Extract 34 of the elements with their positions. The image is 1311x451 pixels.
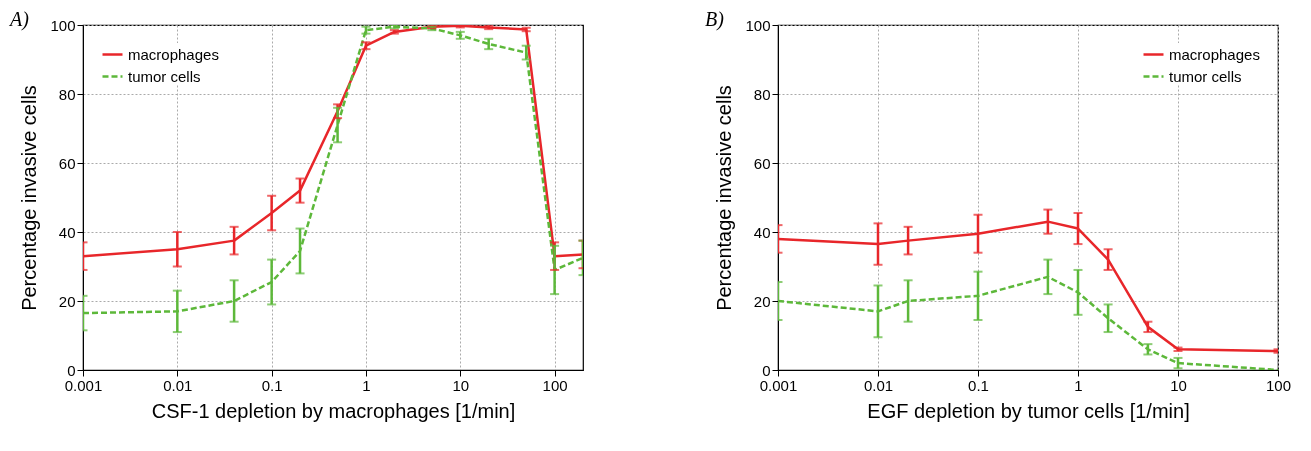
x-axis-title: EGF depletion by tumor cells [1/min] [867,399,1190,422]
y-axis-title: Percentage invasive cells [18,85,41,311]
x-tick-label: 10 [1170,376,1187,394]
x-tick-label: 1 [362,376,371,394]
x-tick-label: 0.01 [163,376,193,394]
x-tick-label: 0.1 [261,376,283,394]
x-tick-label: 10 [452,376,470,394]
y-tick-label: 0 [762,361,771,379]
legend-label: tumor cells [128,67,201,85]
x-axis-title: CSF-1 depletion by macrophages [1/min] [151,399,516,422]
y-tick-label: 20 [58,292,76,310]
y-tick-label: 80 [753,85,771,103]
y-tick-label: 100 [745,16,771,34]
y-tick-label: 60 [753,154,771,172]
y-tick-label: 60 [58,154,76,172]
y-tick-label: 40 [753,223,771,241]
y-tick-label: 0 [67,361,76,379]
x-tick-label: 100 [542,376,568,394]
y-tick-label: 80 [58,85,76,103]
x-tick-label: 0.001 [759,376,798,394]
x-tick-label: 100 [1265,376,1292,394]
x-tick-label: 0.1 [968,376,989,394]
x-tick-label: 0.01 [863,376,894,394]
chart-title: A) [7,8,30,31]
y-axis-title: Percentage invasive cells [713,85,736,311]
x-tick-label: 1 [1074,376,1083,394]
x-tick-label: 0.001 [64,376,103,394]
y-tick-label: 40 [58,223,76,241]
legend-label: tumor cells [1169,67,1242,85]
legend-label: macrophages [1169,45,1260,63]
legend-label: macrophages [128,45,219,63]
y-tick-label: 100 [50,16,76,34]
chart-title: B) [704,8,725,31]
y-tick-label: 20 [753,292,771,310]
